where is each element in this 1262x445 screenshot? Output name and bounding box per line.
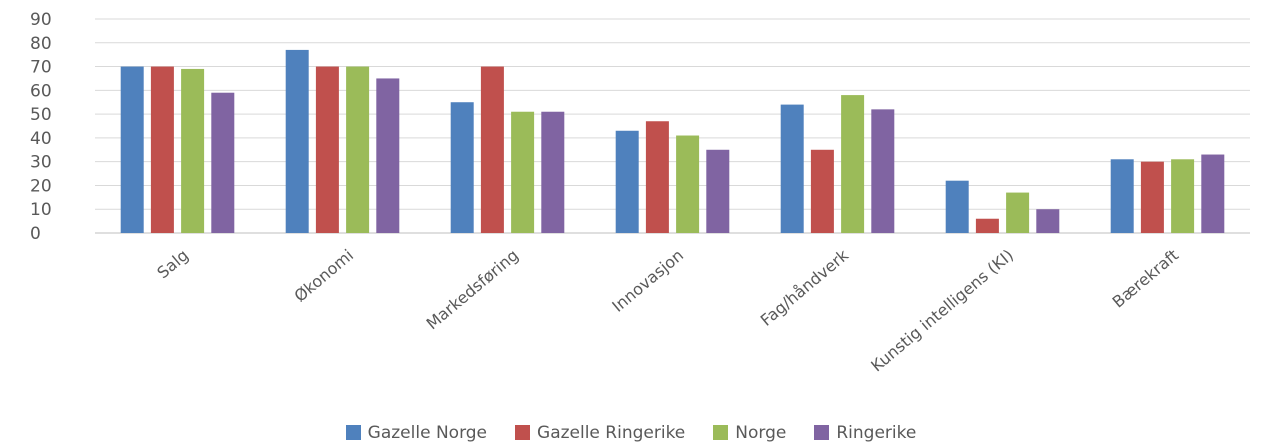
x-tick-label: Bærekraft (1109, 246, 1183, 312)
x-tick-label: Markedsføring (423, 246, 523, 334)
bar (181, 68, 205, 233)
legend-swatch (713, 425, 729, 440)
x-tick-label: Innovasjon (608, 246, 687, 316)
y-tick-label: 60 (30, 81, 52, 101)
bar (211, 92, 235, 233)
bar (975, 218, 999, 233)
bar (450, 102, 474, 233)
legend-label: Gazelle Norge (367, 422, 488, 443)
bar (480, 66, 504, 233)
x-tick-label: Kunstig intelligens (KI) (867, 246, 1017, 376)
bar (376, 78, 400, 233)
bar (871, 109, 895, 233)
y-tick-label: 70 (30, 58, 52, 78)
bar (615, 130, 639, 233)
y-tick-label: 50 (30, 105, 52, 125)
bar (945, 180, 969, 233)
bars (120, 49, 1225, 234)
bar (841, 95, 865, 233)
bar (1171, 159, 1195, 233)
legend: Gazelle Norge Gazelle Ringerike Norge Ringe… (0, 420, 1262, 445)
legend-item: Gazelle Norge (345, 422, 488, 443)
chart-plot: 0 10 20 30 40 50 60 70 80 90 Salg Økonomi Markedsfø… (30, 10, 1250, 375)
x-axis-labels: Salg Økonomi Markedsføring Innovasjon Fag/hå… (153, 245, 1182, 375)
y-axis-ticks: 0 10 20 30 40 50 60 70 80 90 (30, 10, 52, 244)
gridlines (95, 18, 1250, 234)
bar (810, 149, 834, 233)
bar (511, 111, 535, 233)
bar (315, 66, 339, 233)
x-tick-label: Fag/håndverk (757, 245, 853, 330)
x-tick-label: Salg (153, 246, 192, 283)
y-tick-label: 90 (30, 10, 52, 30)
legend-swatch (814, 425, 830, 440)
bar (676, 135, 700, 233)
bar (780, 104, 804, 233)
bar (706, 149, 730, 233)
bar (1140, 161, 1164, 233)
bar (1201, 154, 1225, 233)
y-tick-label: 0 (30, 224, 41, 244)
y-tick-label: 40 (30, 129, 52, 149)
y-tick-label: 20 (30, 176, 52, 196)
bar (1006, 192, 1030, 233)
legend-label: Gazelle Ringerike (537, 422, 686, 443)
legend-item: Ringerike (814, 423, 916, 443)
legend-swatch (345, 425, 361, 440)
bar (346, 66, 370, 233)
legend-swatch (515, 425, 531, 440)
legend-label: Norge (735, 422, 787, 443)
y-tick-label: 30 (30, 153, 52, 173)
x-tick-label: Økonomi (290, 246, 357, 306)
bar (1036, 209, 1060, 233)
bar (541, 111, 565, 233)
bar (645, 121, 669, 233)
bar (1110, 159, 1134, 233)
bar (150, 66, 174, 233)
y-tick-label: 10 (30, 200, 52, 220)
bar (285, 49, 309, 234)
legend-item: Gazelle Ringerike (515, 423, 685, 443)
legend-item: Norge (713, 423, 786, 443)
y-tick-label: 80 (30, 34, 52, 54)
bar (120, 66, 144, 233)
legend-label: Ringerike (836, 422, 917, 443)
